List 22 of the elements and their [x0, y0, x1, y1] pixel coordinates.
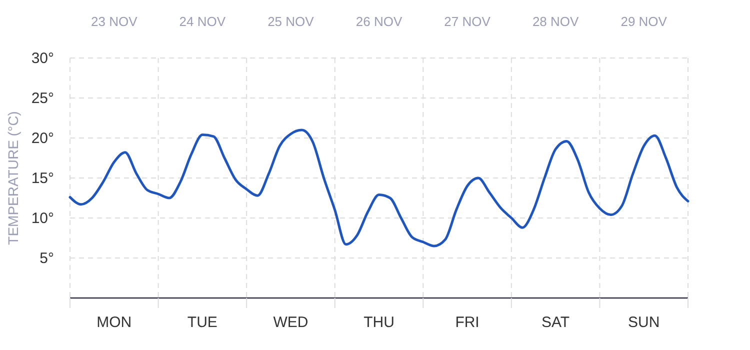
- text: 28 NOV: [532, 14, 580, 29]
- x-tick-label: MON: [96, 314, 132, 331]
- text: 23 NOV: [91, 14, 138, 29]
- text: 24 NOV: [179, 14, 226, 29]
- text: 27 NOV: [444, 14, 491, 29]
- x-tick-label: SAT: [542, 314, 570, 331]
- text: 29 NOV: [620, 14, 668, 29]
- y-tick-label: 15°: [31, 170, 54, 187]
- x-tick-label: TUE: [187, 314, 218, 331]
- y-tick-label: 25°: [31, 90, 54, 107]
- x-tick-label: WED: [273, 314, 308, 331]
- y-tick-label: 30°: [31, 50, 54, 67]
- line-series: [68, 128, 690, 248]
- y-tick-label: 5°: [40, 250, 54, 267]
- x-tick-label: FRI: [455, 314, 480, 331]
- x-tick-label: SUN: [628, 314, 660, 331]
- y-tick-label: 20°: [31, 130, 54, 147]
- y-axis-title: TEMPERATURE (°C): [5, 111, 21, 245]
- x-tick-label: THU: [364, 314, 394, 331]
- text: 25 NOV: [268, 14, 314, 29]
- y-tick-label: 10°: [31, 210, 54, 227]
- text: 26 NOV: [356, 14, 402, 29]
